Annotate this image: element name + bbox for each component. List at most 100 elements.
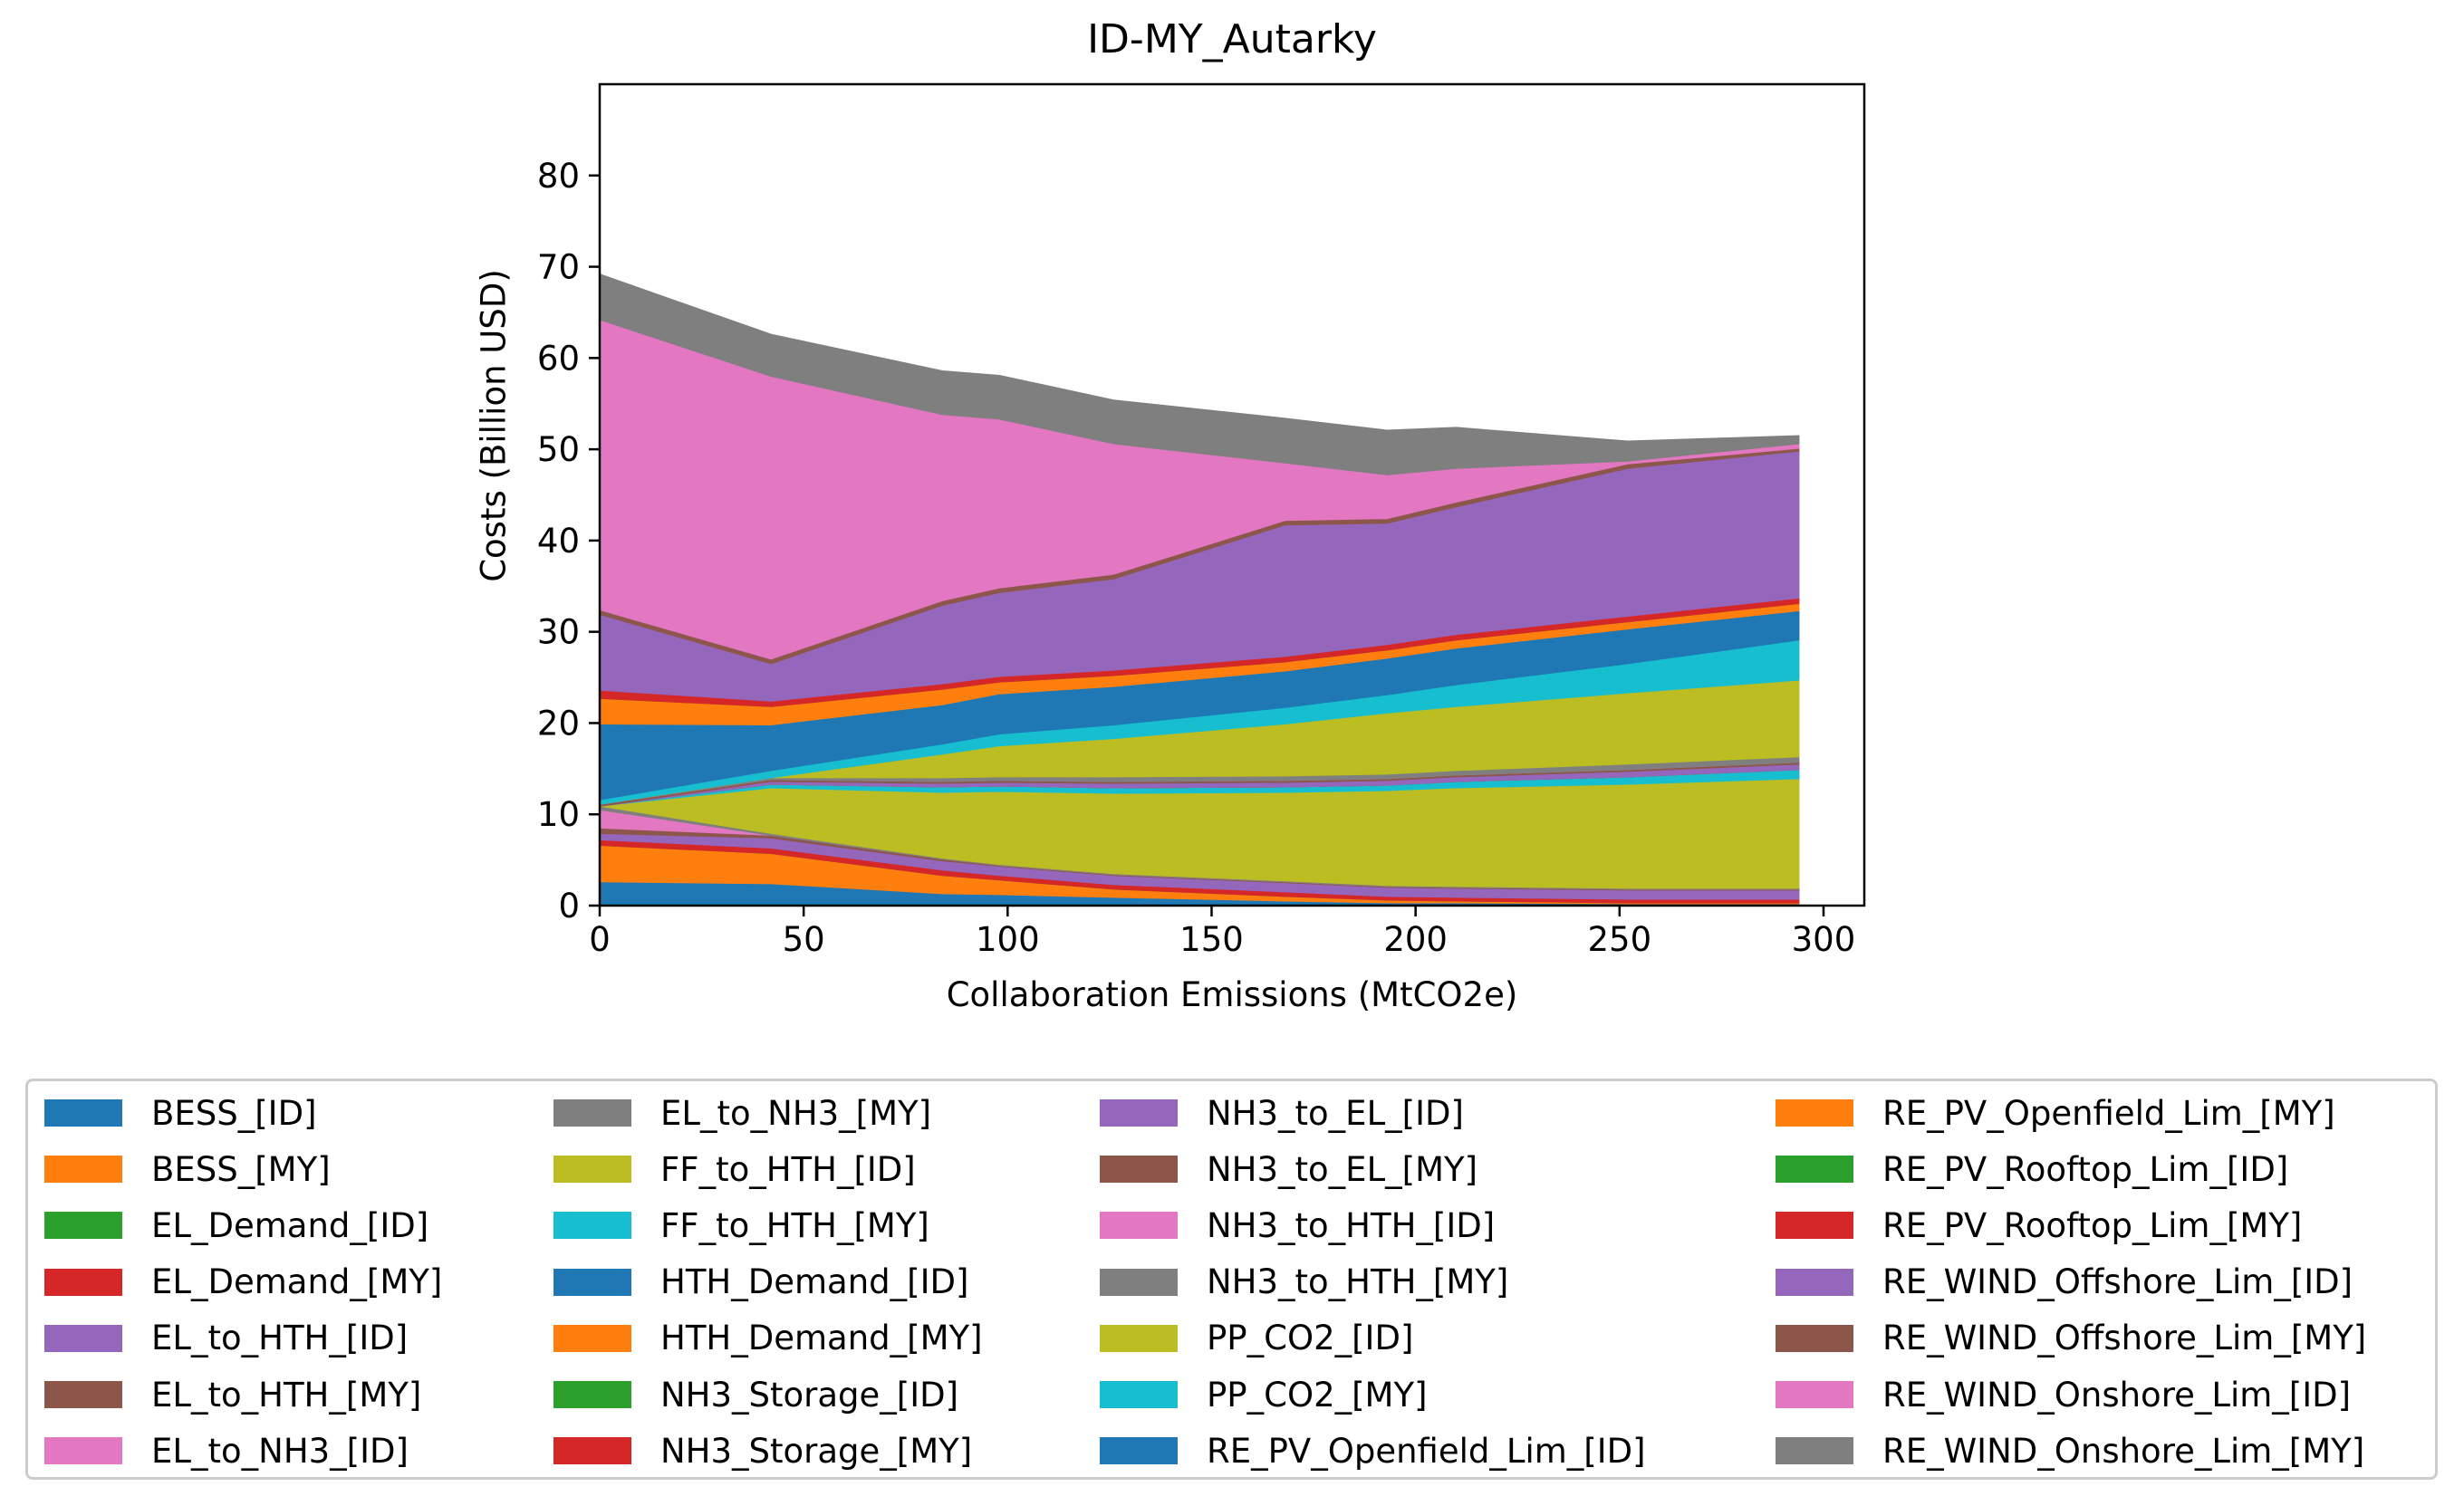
legend-swatch xyxy=(1100,1212,1178,1240)
y-tick-label: 20 xyxy=(537,704,580,743)
legend-item: PP_CO2_[MY] xyxy=(1100,1375,1428,1415)
legend-label: RE_PV_Rooftop_Lim_[ID] xyxy=(1882,1149,2289,1189)
legend-label: NH3_Storage_[MY] xyxy=(660,1431,973,1471)
plot-frame xyxy=(598,82,1866,907)
legend-swatch xyxy=(1100,1437,1178,1465)
legend-swatch xyxy=(1776,1156,1853,1184)
legend-label: PP_CO2_[ID] xyxy=(1207,1319,1414,1358)
legend-swatch xyxy=(553,1437,631,1465)
legend-item: NH3_Storage_[ID] xyxy=(553,1375,959,1415)
legend-item: NH3_Storage_[MY] xyxy=(553,1431,973,1471)
legend-swatch xyxy=(553,1381,631,1408)
legend-swatch xyxy=(553,1324,631,1352)
y-tick-label: 80 xyxy=(537,157,580,196)
y-tick-label: 10 xyxy=(537,795,580,834)
legend-label: NH3_to_EL_[MY] xyxy=(1207,1149,1478,1189)
legend-swatch xyxy=(553,1156,631,1184)
legend-item: RE_WIND_Onshore_Lim_[MY] xyxy=(1776,1431,2365,1471)
y-tick-label: 30 xyxy=(537,613,580,652)
legend-swatch xyxy=(553,1099,631,1127)
y-axis-label: Costs (Billion USD) xyxy=(474,269,514,582)
legend-swatch xyxy=(1776,1099,1853,1127)
legend-item: EL_Demand_[MY] xyxy=(44,1262,443,1302)
legend-item: EL_to_NH3_[ID] xyxy=(44,1431,409,1471)
x-tick-label: 150 xyxy=(1179,920,1244,959)
legend-item: EL_to_NH3_[MY] xyxy=(553,1093,932,1133)
legend-swatch xyxy=(44,1324,122,1352)
legend-swatch xyxy=(1100,1324,1178,1352)
y-tick-label: 40 xyxy=(537,522,580,561)
legend-label: RE_WIND_Onshore_Lim_[MY] xyxy=(1882,1431,2365,1471)
legend-label: RE_WIND_Onshore_Lim_[ID] xyxy=(1882,1375,2352,1415)
legend-item: NH3_to_HTH_[ID] xyxy=(1100,1205,1496,1245)
legend-label: NH3_to_HTH_[MY] xyxy=(1207,1262,1509,1302)
legend: BESS_[ID] BESS_[MY] EL_Demand_[ID] EL_Deman… xyxy=(25,1079,2438,1480)
legend-swatch xyxy=(44,1212,122,1240)
legend-label: RE_PV_Rooftop_Lim_[MY] xyxy=(1882,1205,2303,1245)
legend-label: BESS_[ID] xyxy=(151,1093,317,1133)
legend-item: PP_CO2_[ID] xyxy=(1100,1319,1414,1358)
x-axis-ticks: 0 50 100 150 200 250 300 xyxy=(589,906,1855,959)
x-tick-label: 250 xyxy=(1587,920,1651,959)
legend-label: EL_to_HTH_[ID] xyxy=(151,1319,409,1358)
legend-label: RE_PV_Openfield_Lim_[MY] xyxy=(1882,1093,2335,1133)
legend-swatch xyxy=(44,1099,122,1127)
legend-swatch xyxy=(44,1156,122,1184)
legend-label: RE_PV_Openfield_Lim_[ID] xyxy=(1207,1431,1646,1471)
legend-swatch xyxy=(1776,1437,1853,1465)
chart-title: ID-MY_Autarky xyxy=(1087,16,1377,62)
legend-item: HTH_Demand_[MY] xyxy=(553,1319,983,1358)
legend-item: NH3_to_EL_[ID] xyxy=(1100,1093,1464,1133)
legend-label: EL_to_NH3_[MY] xyxy=(660,1093,932,1133)
legend-label: HTH_Demand_[ID] xyxy=(660,1262,969,1302)
legend-item: BESS_[ID] xyxy=(44,1093,317,1133)
legend-item: RE_PV_Rooftop_Lim_[MY] xyxy=(1776,1205,2303,1245)
legend-label: EL_Demand_[MY] xyxy=(151,1262,443,1302)
legend-item: RE_PV_Openfield_Lim_[MY] xyxy=(1776,1093,2335,1133)
legend-item: HTH_Demand_[ID] xyxy=(553,1262,969,1302)
legend-swatch xyxy=(44,1437,122,1465)
legend-item: NH3_to_HTH_[MY] xyxy=(1100,1262,1509,1302)
legend-item: RE_PV_Rooftop_Lim_[ID] xyxy=(1776,1149,2289,1189)
legend-label: NH3_to_HTH_[ID] xyxy=(1207,1205,1496,1245)
legend-label: FF_to_HTH_[MY] xyxy=(660,1205,929,1245)
legend-swatch xyxy=(1776,1381,1853,1408)
legend-swatch xyxy=(553,1212,631,1240)
x-tick-label: 100 xyxy=(976,920,1040,959)
legend-label: RE_WIND_Offshore_Lim_[MY] xyxy=(1882,1319,2367,1358)
legend-swatch xyxy=(1100,1156,1178,1184)
stacked-areas xyxy=(599,273,1800,906)
legend-swatch xyxy=(44,1381,122,1408)
legend-label: RE_WIND_Offshore_Lim_[ID] xyxy=(1882,1262,2353,1302)
legend-swatch xyxy=(1776,1268,1853,1296)
legend-item: FF_to_HTH_[MY] xyxy=(553,1205,929,1245)
x-tick-label: 300 xyxy=(1792,920,1856,959)
legend-label: PP_CO2_[MY] xyxy=(1207,1375,1428,1415)
legend-label: NH3_to_EL_[ID] xyxy=(1207,1093,1464,1133)
legend-label: BESS_[MY] xyxy=(151,1149,331,1189)
legend-label: NH3_Storage_[ID] xyxy=(660,1375,959,1415)
legend-label: FF_to_HTH_[ID] xyxy=(660,1149,916,1189)
y-tick-label: 0 xyxy=(558,887,580,926)
legend-item: FF_to_HTH_[ID] xyxy=(553,1149,916,1189)
area-RE_WIND_Onshore_Lim_[MY] xyxy=(599,273,1800,475)
x-axis-label: Collaboration Emissions (MtCO2e) xyxy=(946,975,1518,1014)
legend-label: EL_to_NH3_[ID] xyxy=(151,1431,409,1471)
x-tick-label: 50 xyxy=(783,920,825,959)
x-tick-label: 200 xyxy=(1383,920,1448,959)
y-axis-ticks: 0 10 20 30 40 50 60 70 80 xyxy=(537,157,600,926)
legend-swatch xyxy=(1776,1212,1853,1240)
legend-item: RE_WIND_Onshore_Lim_[ID] xyxy=(1776,1375,2352,1415)
legend-swatch xyxy=(44,1268,122,1296)
legend-item: RE_WIND_Offshore_Lim_[ID] xyxy=(1776,1262,2353,1302)
legend-label: HTH_Demand_[MY] xyxy=(660,1319,983,1358)
legend-label: EL_Demand_[ID] xyxy=(151,1205,429,1245)
legend-swatch xyxy=(1776,1324,1853,1352)
legend-item: RE_PV_Openfield_Lim_[ID] xyxy=(1100,1431,1646,1471)
y-tick-label: 60 xyxy=(537,339,580,378)
legend-item: BESS_[MY] xyxy=(44,1149,331,1189)
y-tick-label: 50 xyxy=(537,430,580,469)
legend-item: EL_Demand_[ID] xyxy=(44,1205,429,1245)
legend-swatch xyxy=(1100,1099,1178,1127)
